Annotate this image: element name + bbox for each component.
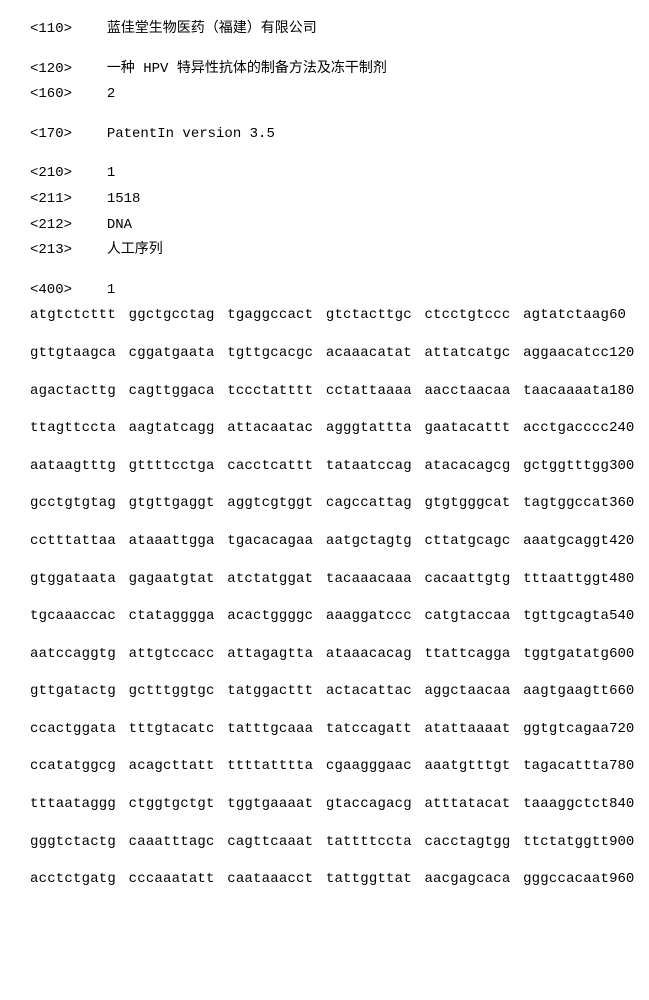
sequence-row: tttaataggg ctggtgctgt tggtgaaaat gtaccag…	[30, 795, 619, 815]
tag-212: <212>	[30, 216, 90, 236]
value-213: 人工序列	[107, 242, 163, 258]
sequence-row: gggtctactg caaatttagc cagttcaaat tattttc…	[30, 833, 619, 853]
value-210: 1	[107, 165, 115, 181]
sequence-row: aataagtttg gttttcctga cacctcattt tataatc…	[30, 457, 619, 477]
sequence-row: gcctgtgtag gtgttgaggt aggtcgtggt cagccat…	[30, 494, 619, 514]
sequence-blocks: atgtctcttt ggctgcctag tgaggccact gtctact…	[30, 306, 609, 326]
sequence-position: 240	[609, 419, 634, 439]
sequence-position: 960	[609, 870, 634, 890]
sequence-position: 60	[609, 306, 626, 326]
sequence-row: cctttattaa ataaattgga tgacacagaa aatgcta…	[30, 532, 619, 552]
sequence-blocks: gttgatactg gctttggtgc tatggacttt actacat…	[30, 682, 609, 702]
sequence-position: 600	[609, 645, 634, 665]
tag-170: <170>	[30, 125, 90, 145]
sequence-blocks: gtggataata gagaatgtat atctatggat tacaaac…	[30, 570, 609, 590]
sequence-row: agactacttg cagttggaca tccctatttt cctatta…	[30, 382, 619, 402]
value-120: 一种 HPV 特异性抗体的制备方法及冻干制剂	[107, 61, 387, 77]
sequence-position: 420	[609, 532, 634, 552]
sequence-blocks: gttgtaagca cggatgaata tgttgcacgc acaaaca…	[30, 344, 609, 364]
header-213: <213> 人工序列	[30, 241, 619, 261]
sequence-row: atgtctcttt ggctgcctag tgaggccact gtctact…	[30, 306, 619, 326]
sequence-blocks: ttagttccta aagtatcagg attacaatac agggtat…	[30, 419, 609, 439]
sequence-position: 540	[609, 607, 634, 627]
sequence-position: 780	[609, 757, 634, 777]
sequence-position: 900	[609, 833, 634, 853]
sequence-blocks: aataagtttg gttttcctga cacctcattt tataatc…	[30, 457, 609, 477]
sequence-position: 120	[609, 344, 634, 364]
sequence-row: tgcaaaccac ctatagggga acactggggc aaaggat…	[30, 607, 619, 627]
sequence-blocks: gggtctactg caaatttagc cagttcaaat tattttc…	[30, 833, 609, 853]
sequence-row: gtggataata gagaatgtat atctatggat tacaaac…	[30, 570, 619, 590]
value-170: PatentIn version 3.5	[107, 126, 275, 142]
sequence-row: ttagttccta aagtatcagg attacaatac agggtat…	[30, 419, 619, 439]
value-110: 蓝佳堂生物医药（福建）有限公司	[107, 21, 317, 37]
sequence-position: 300	[609, 457, 634, 477]
tag-160: <160>	[30, 85, 90, 105]
sequence-blocks: tttaataggg ctggtgctgt tggtgaaaat gtaccag…	[30, 795, 609, 815]
sequence-blocks: ccatatggcg acagcttatt ttttatttta cgaaggg…	[30, 757, 609, 777]
tag-211: <211>	[30, 190, 90, 210]
header-210: <210> 1	[30, 164, 619, 184]
sequence-row: gttgtaagca cggatgaata tgttgcacgc acaaaca…	[30, 344, 619, 364]
sequence-row: acctctgatg cccaaatatt caataaacct tattggt…	[30, 870, 619, 890]
sequence-row: gttgatactg gctttggtgc tatggacttt actacat…	[30, 682, 619, 702]
sequence-position: 480	[609, 570, 634, 590]
sequence-position: 180	[609, 382, 634, 402]
sequence-position: 660	[609, 682, 634, 702]
sequence-listing: atgtctcttt ggctgcctag tgaggccact gtctact…	[30, 306, 619, 890]
header-110: <110> 蓝佳堂生物医药（福建）有限公司	[30, 20, 619, 40]
tag-110: <110>	[30, 20, 90, 40]
sequence-blocks: gcctgtgtag gtgttgaggt aggtcgtggt cagccat…	[30, 494, 609, 514]
sequence-row: ccactggata tttgtacatc tatttgcaaa tatccag…	[30, 720, 619, 740]
tag-210: <210>	[30, 164, 90, 184]
header-120: <120> 一种 HPV 特异性抗体的制备方法及冻干制剂	[30, 60, 619, 80]
sequence-position: 840	[609, 795, 634, 815]
header-160: <160> 2	[30, 85, 619, 105]
tag-120: <120>	[30, 60, 90, 80]
sequence-blocks: tgcaaaccac ctatagggga acactggggc aaaggat…	[30, 607, 609, 627]
value-211: 1518	[107, 191, 141, 207]
header-170: <170> PatentIn version 3.5	[30, 125, 619, 145]
header-211: <211> 1518	[30, 190, 619, 210]
sequence-blocks: cctttattaa ataaattgga tgacacagaa aatgcta…	[30, 532, 609, 552]
value-160: 2	[107, 86, 115, 102]
header-400: <400> 1	[30, 281, 619, 301]
sequence-row: ccatatggcg acagcttatt ttttatttta cgaaggg…	[30, 757, 619, 777]
sequence-blocks: agactacttg cagttggaca tccctatttt cctatta…	[30, 382, 609, 402]
header-212: <212> DNA	[30, 216, 619, 236]
sequence-position: 360	[609, 494, 634, 514]
tag-213: <213>	[30, 241, 90, 261]
value-400: 1	[107, 282, 115, 298]
value-212: DNA	[107, 217, 132, 233]
sequence-blocks: acctctgatg cccaaatatt caataaacct tattggt…	[30, 870, 609, 890]
sequence-row: aatccaggtg attgtccacc attagagtta ataaaca…	[30, 645, 619, 665]
sequence-blocks: aatccaggtg attgtccacc attagagtta ataaaca…	[30, 645, 609, 665]
sequence-position: 720	[609, 720, 634, 740]
tag-400: <400>	[30, 281, 90, 301]
sequence-blocks: ccactggata tttgtacatc tatttgcaaa tatccag…	[30, 720, 609, 740]
